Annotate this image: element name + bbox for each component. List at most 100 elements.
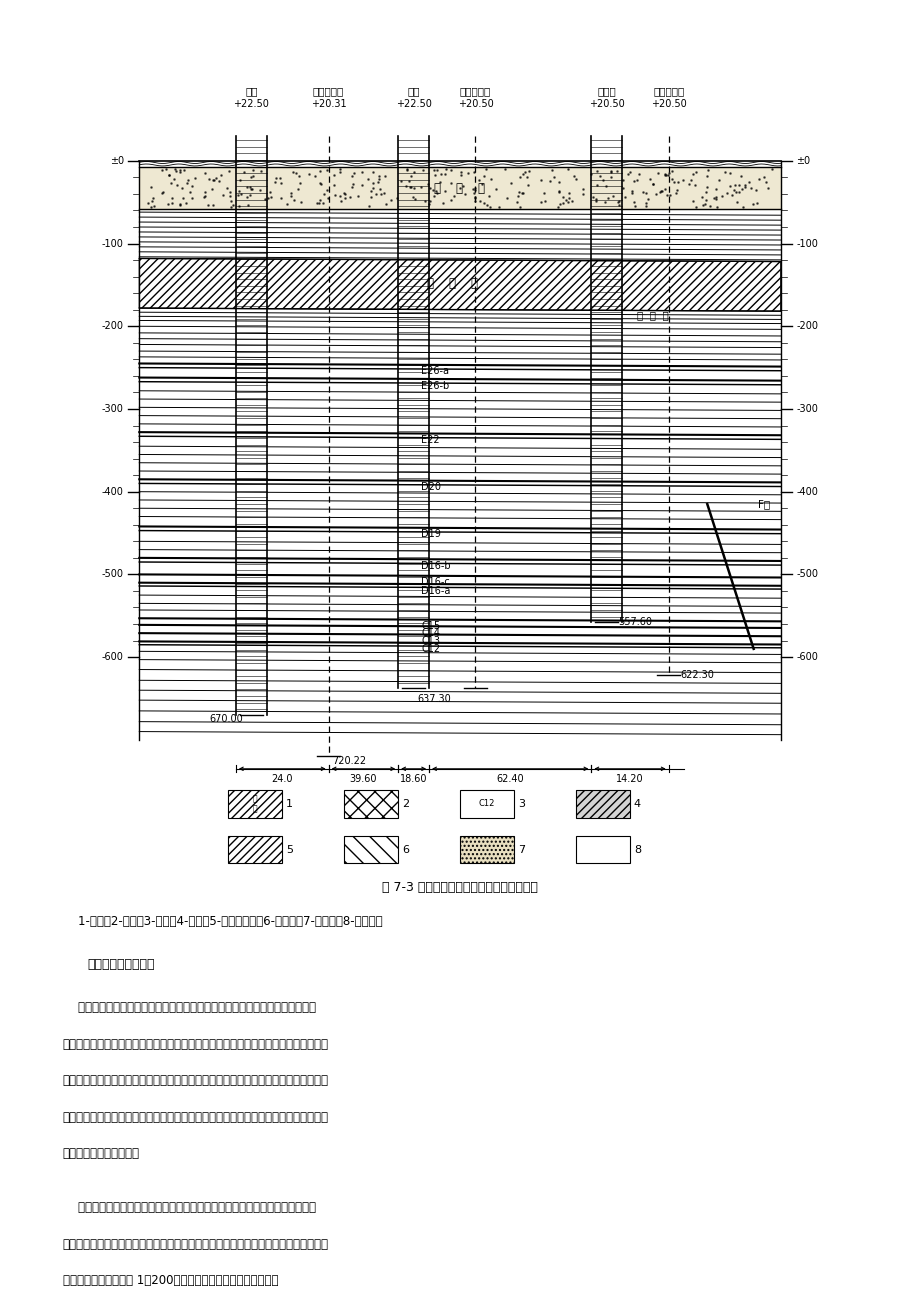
Point bbox=[670, 171, 685, 191]
Point bbox=[173, 194, 187, 215]
Point bbox=[178, 193, 193, 214]
Point bbox=[204, 178, 219, 199]
Point bbox=[173, 194, 187, 215]
Point bbox=[714, 186, 729, 207]
Point bbox=[630, 163, 645, 184]
Text: 硐室或运输大巷的正上方。施工要求可参照井筒设计检查孔要求执行。竣工后提交层位: 硐室或运输大巷的正上方。施工要求可参照井筒设计检查孔要求执行。竣工后提交层位 bbox=[62, 1237, 328, 1250]
Text: -500: -500 bbox=[102, 569, 124, 579]
Point bbox=[159, 159, 174, 180]
Point bbox=[551, 193, 566, 214]
Point bbox=[465, 178, 480, 199]
Point bbox=[668, 182, 683, 203]
Point bbox=[364, 181, 379, 202]
Text: 2: 2 bbox=[402, 799, 409, 809]
Point bbox=[290, 178, 305, 199]
Point bbox=[603, 167, 618, 187]
Point bbox=[711, 169, 726, 190]
Point bbox=[290, 167, 305, 187]
Point bbox=[161, 194, 176, 215]
Point bbox=[696, 195, 710, 216]
Point bbox=[145, 187, 160, 208]
Point bbox=[406, 161, 421, 182]
Text: E26-a: E26-a bbox=[421, 366, 448, 376]
Point bbox=[597, 176, 612, 197]
Point bbox=[312, 173, 327, 194]
Point bbox=[660, 165, 675, 186]
Point bbox=[687, 174, 702, 195]
Text: +20.50: +20.50 bbox=[588, 99, 624, 109]
Text: +20.50: +20.50 bbox=[650, 99, 686, 109]
Point bbox=[699, 165, 714, 186]
Point bbox=[755, 167, 770, 187]
Text: C12: C12 bbox=[421, 644, 440, 655]
Point bbox=[257, 189, 272, 210]
Point bbox=[274, 173, 289, 194]
Text: -200: -200 bbox=[102, 322, 124, 331]
Point bbox=[453, 164, 468, 185]
Text: 3: 3 bbox=[517, 799, 525, 809]
Point bbox=[560, 191, 574, 212]
Point bbox=[657, 164, 672, 185]
Point bbox=[719, 182, 733, 203]
Point bbox=[437, 181, 452, 202]
Point bbox=[344, 165, 358, 186]
Point bbox=[301, 164, 316, 185]
Point bbox=[558, 190, 573, 211]
Point bbox=[508, 191, 523, 212]
Bar bbox=[460, 790, 514, 818]
Point bbox=[355, 161, 369, 182]
Point bbox=[237, 161, 252, 182]
Point bbox=[626, 171, 641, 191]
Point bbox=[546, 167, 561, 187]
Polygon shape bbox=[139, 258, 780, 311]
Text: D19: D19 bbox=[421, 530, 441, 539]
Point bbox=[709, 186, 723, 207]
Point bbox=[176, 160, 191, 181]
Text: F正: F正 bbox=[756, 499, 769, 509]
Point bbox=[319, 180, 334, 201]
Point bbox=[629, 171, 643, 191]
Point bbox=[289, 163, 303, 184]
Point bbox=[560, 159, 574, 180]
Text: 39.60: 39.60 bbox=[349, 773, 377, 784]
Point bbox=[760, 178, 775, 199]
Point bbox=[620, 164, 635, 185]
Text: C15: C15 bbox=[421, 621, 440, 631]
Text: D20: D20 bbox=[421, 482, 441, 492]
Point bbox=[687, 197, 702, 217]
Text: 风    化    带: 风 化 带 bbox=[426, 277, 477, 290]
Point bbox=[423, 177, 437, 198]
Point bbox=[366, 177, 380, 198]
Point bbox=[550, 197, 564, 217]
Point bbox=[173, 160, 187, 181]
Point bbox=[187, 168, 202, 189]
Point bbox=[197, 186, 211, 207]
Point bbox=[165, 187, 179, 208]
Point bbox=[664, 161, 679, 182]
Point bbox=[443, 159, 458, 180]
Point bbox=[372, 178, 387, 199]
Point bbox=[698, 189, 712, 210]
Point bbox=[428, 181, 443, 202]
Point bbox=[483, 168, 498, 189]
Point bbox=[164, 172, 178, 193]
Point bbox=[245, 165, 260, 186]
Point bbox=[311, 193, 325, 214]
Point bbox=[327, 185, 342, 206]
Point bbox=[737, 174, 752, 195]
Point bbox=[184, 176, 199, 197]
Point bbox=[379, 194, 393, 215]
Point bbox=[536, 184, 550, 204]
Point bbox=[144, 177, 159, 198]
Point bbox=[144, 191, 159, 212]
Point bbox=[233, 169, 247, 190]
Point bbox=[568, 168, 583, 189]
Point bbox=[310, 193, 324, 214]
Text: -300: -300 bbox=[795, 404, 817, 414]
Point bbox=[262, 182, 277, 203]
Point bbox=[181, 169, 196, 190]
Point bbox=[312, 190, 327, 211]
Text: 6: 6 bbox=[402, 845, 409, 854]
Point bbox=[611, 195, 626, 216]
Point bbox=[497, 159, 512, 180]
